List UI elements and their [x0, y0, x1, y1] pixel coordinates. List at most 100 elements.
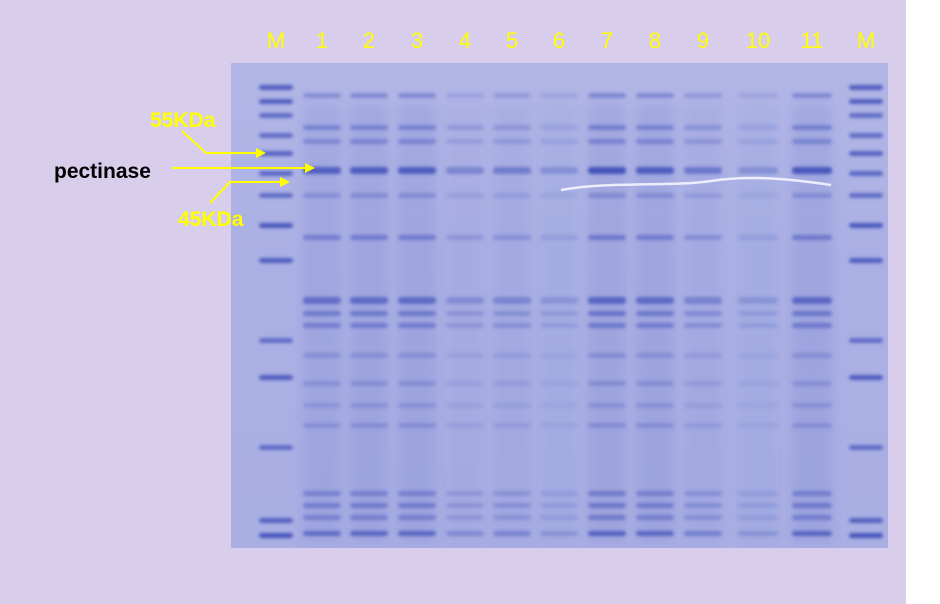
- sample-band: [446, 323, 484, 328]
- lane-label-6: 6: [552, 28, 566, 53]
- sample-band: [398, 353, 436, 358]
- lane-label-9: 9: [696, 28, 710, 53]
- sample-band: [540, 515, 578, 520]
- sample-band: [446, 139, 484, 144]
- marker-band: [849, 151, 883, 156]
- lane-label-10: 10: [745, 28, 771, 53]
- sample-band: [636, 93, 674, 98]
- sample-band: [350, 353, 388, 358]
- sample-band: [588, 423, 626, 428]
- sample-band: [493, 353, 531, 358]
- sample-band: [792, 381, 832, 386]
- sample-band: [398, 381, 436, 386]
- sample-band: [792, 531, 832, 536]
- pectinase-label: pectinase: [54, 160, 151, 183]
- lane-label-3: 3: [410, 28, 424, 53]
- sample-band: [493, 93, 531, 98]
- sample-band: [398, 403, 436, 408]
- marker-band: [849, 258, 883, 263]
- marker-band: [259, 99, 293, 104]
- sample-band: [636, 353, 674, 358]
- marker-band: [259, 518, 293, 523]
- sample-band: [303, 423, 341, 428]
- sample-band: [792, 139, 832, 144]
- sample-band: [540, 423, 578, 428]
- gel-crack: [560, 176, 832, 192]
- lane-label-marker-right: M: [856, 28, 876, 53]
- sample-band: [493, 403, 531, 408]
- sample-band: [792, 311, 832, 316]
- marker-45kda-label: 45KDa: [178, 208, 244, 231]
- sample-band: [493, 381, 531, 386]
- sample-band: [398, 193, 436, 198]
- sample-band: [446, 381, 484, 386]
- sample-band: [684, 515, 722, 520]
- marker-band: [849, 193, 883, 198]
- sample-band: [636, 491, 674, 496]
- sample-band: [446, 503, 484, 508]
- marker-band: [849, 533, 883, 538]
- sample-band: [350, 311, 388, 316]
- sample-band: [588, 503, 626, 508]
- gel-bands: [259, 85, 883, 543]
- sample-band: [792, 503, 832, 508]
- sample-band: [588, 93, 626, 98]
- sample-band: [684, 491, 722, 496]
- sample-band: [738, 323, 778, 328]
- sample-band: [493, 235, 531, 240]
- sample-band: [303, 381, 341, 386]
- sample-band: [446, 403, 484, 408]
- sample-band: [350, 503, 388, 508]
- marker-band: [259, 445, 293, 450]
- sample-band: [350, 93, 388, 98]
- sample-band: [398, 297, 436, 304]
- sample-band: [350, 515, 388, 520]
- sample-band: [588, 381, 626, 386]
- marker-band: [849, 99, 883, 104]
- sample-band: [493, 503, 531, 508]
- lane-label-1: 1: [315, 28, 329, 53]
- figure-background: M 1 2 3 4 5 6 7 8 9 10 11 M 55KDa pectin…: [0, 0, 906, 604]
- sds-page-gel: [231, 63, 888, 548]
- sample-band: [350, 297, 388, 304]
- sample-band: [540, 503, 578, 508]
- sample-band: [738, 491, 778, 496]
- sample-band: [350, 403, 388, 408]
- sample-band: [792, 297, 832, 304]
- marker-55kda-label: 55KDa: [150, 109, 216, 132]
- sample-band: [684, 235, 722, 240]
- sample-band: [446, 125, 484, 130]
- sample-band: [540, 167, 578, 174]
- sample-band: [350, 125, 388, 130]
- sample-band: [303, 491, 341, 496]
- sample-band: [398, 125, 436, 130]
- sample-band: [588, 531, 626, 536]
- sample-band: [446, 167, 484, 174]
- sample-band: [684, 423, 722, 428]
- sample-band: [684, 503, 722, 508]
- sample-band: [398, 139, 436, 144]
- sample-band: [303, 167, 341, 174]
- sample-band: [636, 167, 674, 174]
- sample-band: [350, 235, 388, 240]
- sample-band: [350, 381, 388, 386]
- sample-band: [636, 323, 674, 328]
- sample-band: [636, 193, 674, 198]
- sample-band: [493, 491, 531, 496]
- sample-band: [493, 423, 531, 428]
- sample-band: [398, 235, 436, 240]
- sample-band: [540, 381, 578, 386]
- marker-band: [259, 258, 293, 263]
- sample-band: [398, 491, 436, 496]
- lane-label-11: 11: [800, 28, 824, 53]
- sample-band: [792, 491, 832, 496]
- sample-band: [446, 193, 484, 198]
- sample-band: [303, 297, 341, 304]
- marker-band: [259, 533, 293, 538]
- sample-band: [588, 125, 626, 130]
- sample-band: [738, 381, 778, 386]
- marker-band: [849, 445, 883, 450]
- sample-band: [540, 403, 578, 408]
- sample-band: [493, 531, 531, 536]
- lane-label-5: 5: [505, 28, 519, 53]
